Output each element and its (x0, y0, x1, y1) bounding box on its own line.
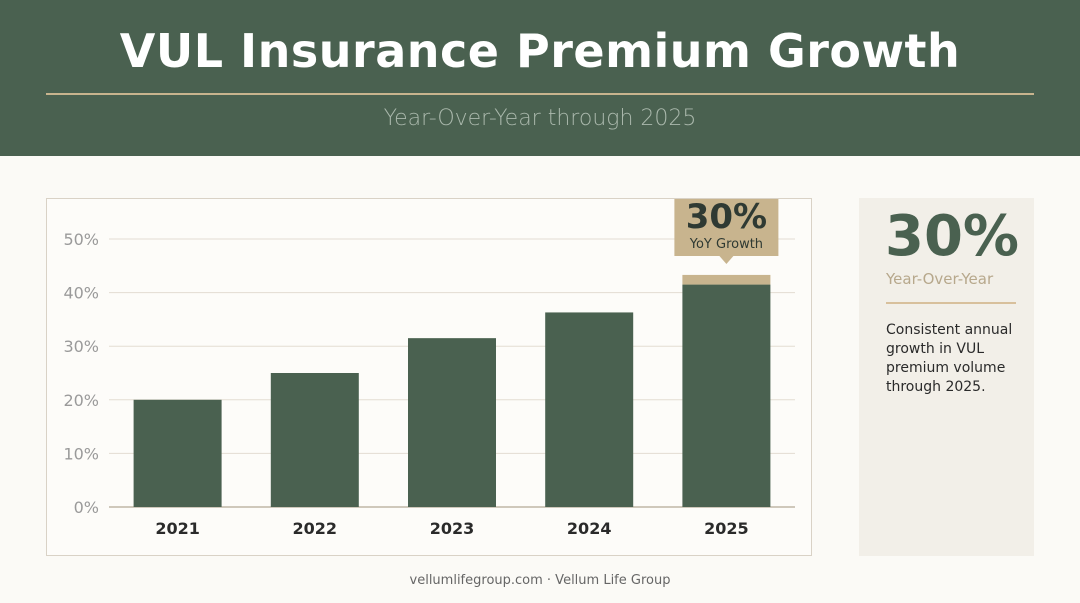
y-tick-label: 50% (63, 230, 99, 249)
chart-frame: 0% 10% 20% 30% 40% 50% 2021 2022 2023 2024 30% YoY … (46, 198, 812, 556)
x-tick-label: 2021 (155, 519, 200, 538)
summary-caption: Year-Over-Year (886, 270, 994, 288)
x-tick-label: 2024 (567, 519, 612, 538)
callout-pointer (719, 256, 734, 264)
summary-description: Consistent annual growth in VUL premium … (886, 322, 1013, 395)
y-tick-label: 40% (63, 284, 99, 303)
bar-chart: 0%10%20%30%40%50%2021 2022 2023 202430%YoY … (63, 199, 795, 538)
bar-highlight-cap (682, 274, 771, 285)
bar (270, 373, 359, 507)
bar (682, 284, 771, 507)
x-tick-label: 2025 (704, 519, 749, 538)
bar (408, 338, 496, 507)
bar (133, 399, 222, 507)
y-tick-label: 10% (63, 444, 99, 463)
bar (545, 312, 634, 507)
callout-box (674, 199, 779, 256)
header-divider (46, 93, 1034, 95)
y-tick-label: 30% (63, 337, 99, 356)
page-title: VUL Insurance Premium Growth (119, 24, 961, 78)
x-tick-label: 2023 (430, 519, 475, 538)
summary-value: 30% (885, 204, 1020, 269)
callout-label: YoY Growth (689, 237, 763, 252)
x-tick-label: 2022 (293, 519, 338, 538)
callout-value: 30% (686, 199, 767, 237)
y-tick-label: 20% (63, 391, 99, 410)
page-subtitle: Year-Over-Year through 2025 (383, 106, 697, 131)
header-banner: VUL Insurance Premium Growth Year-Over-Y… (0, 0, 1080, 156)
footer-text: vellumlifegroup.com · Vellum Life Group (409, 573, 671, 588)
summary-divider (886, 302, 1016, 304)
summary-panel: 30% Year-Over-Year Consistent annual gro… (859, 198, 1034, 556)
y-tick-label: 0% (74, 498, 99, 517)
